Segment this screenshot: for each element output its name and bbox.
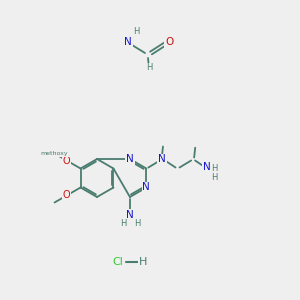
Text: H: H [146,64,152,73]
Text: H: H [211,164,217,173]
Text: N: N [126,154,134,164]
Text: O: O [63,155,70,166]
Text: O: O [165,37,173,47]
Text: H: H [211,173,217,182]
Text: N: N [158,154,166,164]
Text: H: H [120,220,126,229]
Text: N: N [124,37,132,47]
Text: N: N [126,210,134,220]
Text: N: N [203,163,211,172]
Text: N: N [142,182,150,193]
Text: methoxy: methoxy [41,151,68,156]
Text: Cl: Cl [112,257,123,267]
Text: H: H [139,257,147,267]
Text: O: O [63,190,70,200]
Text: H: H [133,28,139,37]
Text: H: H [134,220,140,229]
